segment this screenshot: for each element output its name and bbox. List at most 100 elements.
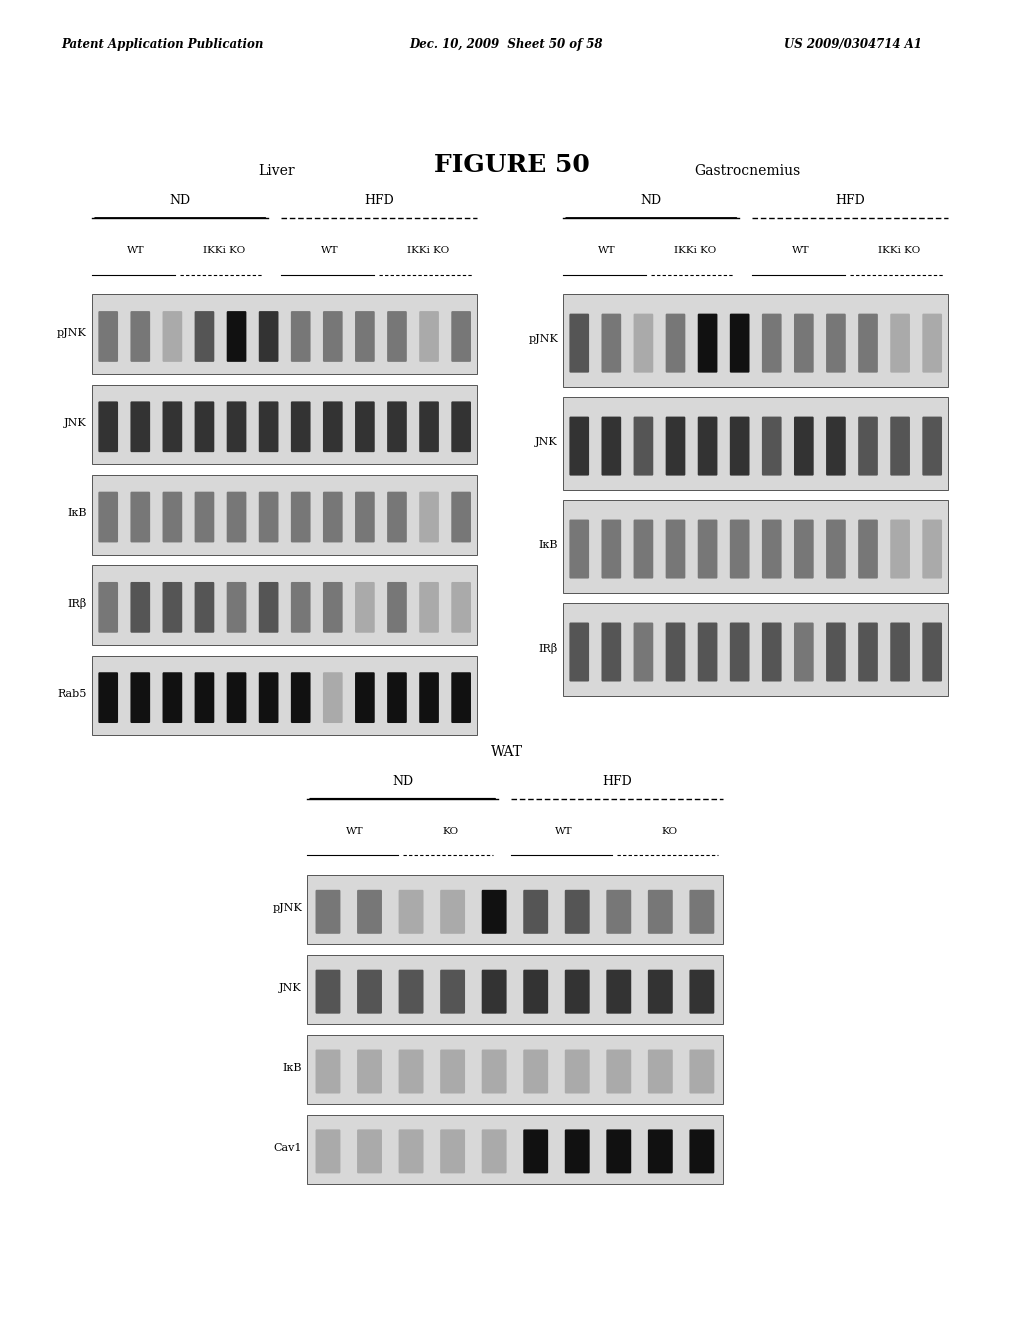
Text: JNK: JNK bbox=[536, 437, 558, 447]
FancyBboxPatch shape bbox=[98, 401, 118, 453]
Text: WT: WT bbox=[555, 828, 573, 836]
FancyBboxPatch shape bbox=[826, 520, 846, 578]
FancyBboxPatch shape bbox=[569, 314, 589, 372]
FancyBboxPatch shape bbox=[387, 401, 407, 453]
Text: WT: WT bbox=[321, 247, 339, 255]
FancyBboxPatch shape bbox=[291, 491, 310, 543]
FancyBboxPatch shape bbox=[634, 520, 653, 578]
FancyBboxPatch shape bbox=[606, 1049, 631, 1093]
FancyBboxPatch shape bbox=[689, 890, 715, 933]
FancyBboxPatch shape bbox=[858, 314, 878, 372]
FancyBboxPatch shape bbox=[291, 401, 310, 453]
FancyBboxPatch shape bbox=[259, 491, 279, 543]
Text: IκB: IκB bbox=[539, 540, 558, 550]
FancyBboxPatch shape bbox=[226, 491, 247, 543]
FancyBboxPatch shape bbox=[195, 491, 214, 543]
FancyBboxPatch shape bbox=[697, 623, 718, 681]
Text: IKKi KO: IKKi KO bbox=[203, 247, 246, 255]
FancyBboxPatch shape bbox=[452, 672, 471, 723]
Text: KO: KO bbox=[442, 828, 459, 836]
FancyBboxPatch shape bbox=[440, 1049, 465, 1093]
FancyBboxPatch shape bbox=[357, 1130, 382, 1173]
FancyBboxPatch shape bbox=[163, 491, 182, 543]
FancyBboxPatch shape bbox=[523, 890, 548, 933]
FancyBboxPatch shape bbox=[481, 1130, 507, 1173]
FancyBboxPatch shape bbox=[523, 970, 548, 1014]
FancyBboxPatch shape bbox=[315, 970, 340, 1014]
FancyBboxPatch shape bbox=[563, 603, 948, 696]
FancyBboxPatch shape bbox=[387, 582, 407, 632]
Text: IRβ: IRβ bbox=[539, 643, 558, 653]
FancyBboxPatch shape bbox=[666, 623, 685, 681]
FancyBboxPatch shape bbox=[563, 397, 948, 490]
FancyBboxPatch shape bbox=[565, 1049, 590, 1093]
FancyBboxPatch shape bbox=[226, 401, 247, 453]
FancyBboxPatch shape bbox=[355, 491, 375, 543]
Text: JNK: JNK bbox=[280, 983, 302, 994]
FancyBboxPatch shape bbox=[419, 401, 439, 453]
FancyBboxPatch shape bbox=[689, 1049, 715, 1093]
FancyBboxPatch shape bbox=[440, 970, 465, 1014]
FancyBboxPatch shape bbox=[794, 520, 814, 578]
FancyBboxPatch shape bbox=[606, 1130, 631, 1173]
FancyBboxPatch shape bbox=[259, 672, 279, 723]
FancyBboxPatch shape bbox=[666, 417, 685, 475]
FancyBboxPatch shape bbox=[92, 475, 477, 554]
FancyBboxPatch shape bbox=[648, 1049, 673, 1093]
FancyBboxPatch shape bbox=[419, 672, 439, 723]
FancyBboxPatch shape bbox=[130, 401, 151, 453]
FancyBboxPatch shape bbox=[440, 1130, 465, 1173]
FancyBboxPatch shape bbox=[601, 623, 622, 681]
FancyBboxPatch shape bbox=[697, 314, 718, 372]
Text: ND: ND bbox=[392, 775, 414, 788]
Text: IKKi KO: IKKi KO bbox=[878, 247, 921, 255]
FancyBboxPatch shape bbox=[419, 582, 439, 632]
FancyBboxPatch shape bbox=[387, 672, 407, 723]
Text: JNK: JNK bbox=[65, 418, 87, 428]
FancyBboxPatch shape bbox=[697, 520, 718, 578]
Text: US 2009/0304714 A1: US 2009/0304714 A1 bbox=[783, 38, 922, 51]
FancyBboxPatch shape bbox=[730, 520, 750, 578]
FancyBboxPatch shape bbox=[163, 582, 182, 632]
FancyBboxPatch shape bbox=[689, 1130, 715, 1173]
FancyBboxPatch shape bbox=[794, 623, 814, 681]
FancyBboxPatch shape bbox=[565, 970, 590, 1014]
Text: HFD: HFD bbox=[835, 194, 865, 207]
FancyBboxPatch shape bbox=[92, 294, 477, 374]
FancyBboxPatch shape bbox=[762, 314, 781, 372]
FancyBboxPatch shape bbox=[730, 623, 750, 681]
FancyBboxPatch shape bbox=[357, 890, 382, 933]
FancyBboxPatch shape bbox=[452, 312, 471, 362]
FancyBboxPatch shape bbox=[92, 384, 477, 465]
FancyBboxPatch shape bbox=[398, 890, 424, 933]
FancyBboxPatch shape bbox=[291, 312, 310, 362]
Text: IRβ: IRβ bbox=[68, 598, 87, 610]
FancyBboxPatch shape bbox=[163, 312, 182, 362]
FancyBboxPatch shape bbox=[307, 875, 723, 945]
FancyBboxPatch shape bbox=[195, 582, 214, 632]
FancyBboxPatch shape bbox=[307, 956, 723, 1024]
Text: WT: WT bbox=[792, 247, 810, 255]
FancyBboxPatch shape bbox=[315, 890, 340, 933]
FancyBboxPatch shape bbox=[315, 1130, 340, 1173]
FancyBboxPatch shape bbox=[357, 1049, 382, 1093]
FancyBboxPatch shape bbox=[523, 1049, 548, 1093]
FancyBboxPatch shape bbox=[323, 491, 343, 543]
FancyBboxPatch shape bbox=[92, 656, 477, 735]
FancyBboxPatch shape bbox=[98, 672, 118, 723]
FancyBboxPatch shape bbox=[387, 312, 407, 362]
Text: IκB: IκB bbox=[68, 508, 87, 519]
FancyBboxPatch shape bbox=[858, 417, 878, 475]
FancyBboxPatch shape bbox=[315, 1049, 340, 1093]
FancyBboxPatch shape bbox=[355, 312, 375, 362]
FancyBboxPatch shape bbox=[923, 314, 942, 372]
FancyBboxPatch shape bbox=[398, 970, 424, 1014]
FancyBboxPatch shape bbox=[163, 401, 182, 453]
Text: pJNK: pJNK bbox=[272, 903, 302, 913]
FancyBboxPatch shape bbox=[794, 314, 814, 372]
FancyBboxPatch shape bbox=[130, 491, 151, 543]
FancyBboxPatch shape bbox=[606, 890, 631, 933]
FancyBboxPatch shape bbox=[323, 672, 343, 723]
Text: WT: WT bbox=[346, 828, 364, 836]
FancyBboxPatch shape bbox=[601, 314, 622, 372]
